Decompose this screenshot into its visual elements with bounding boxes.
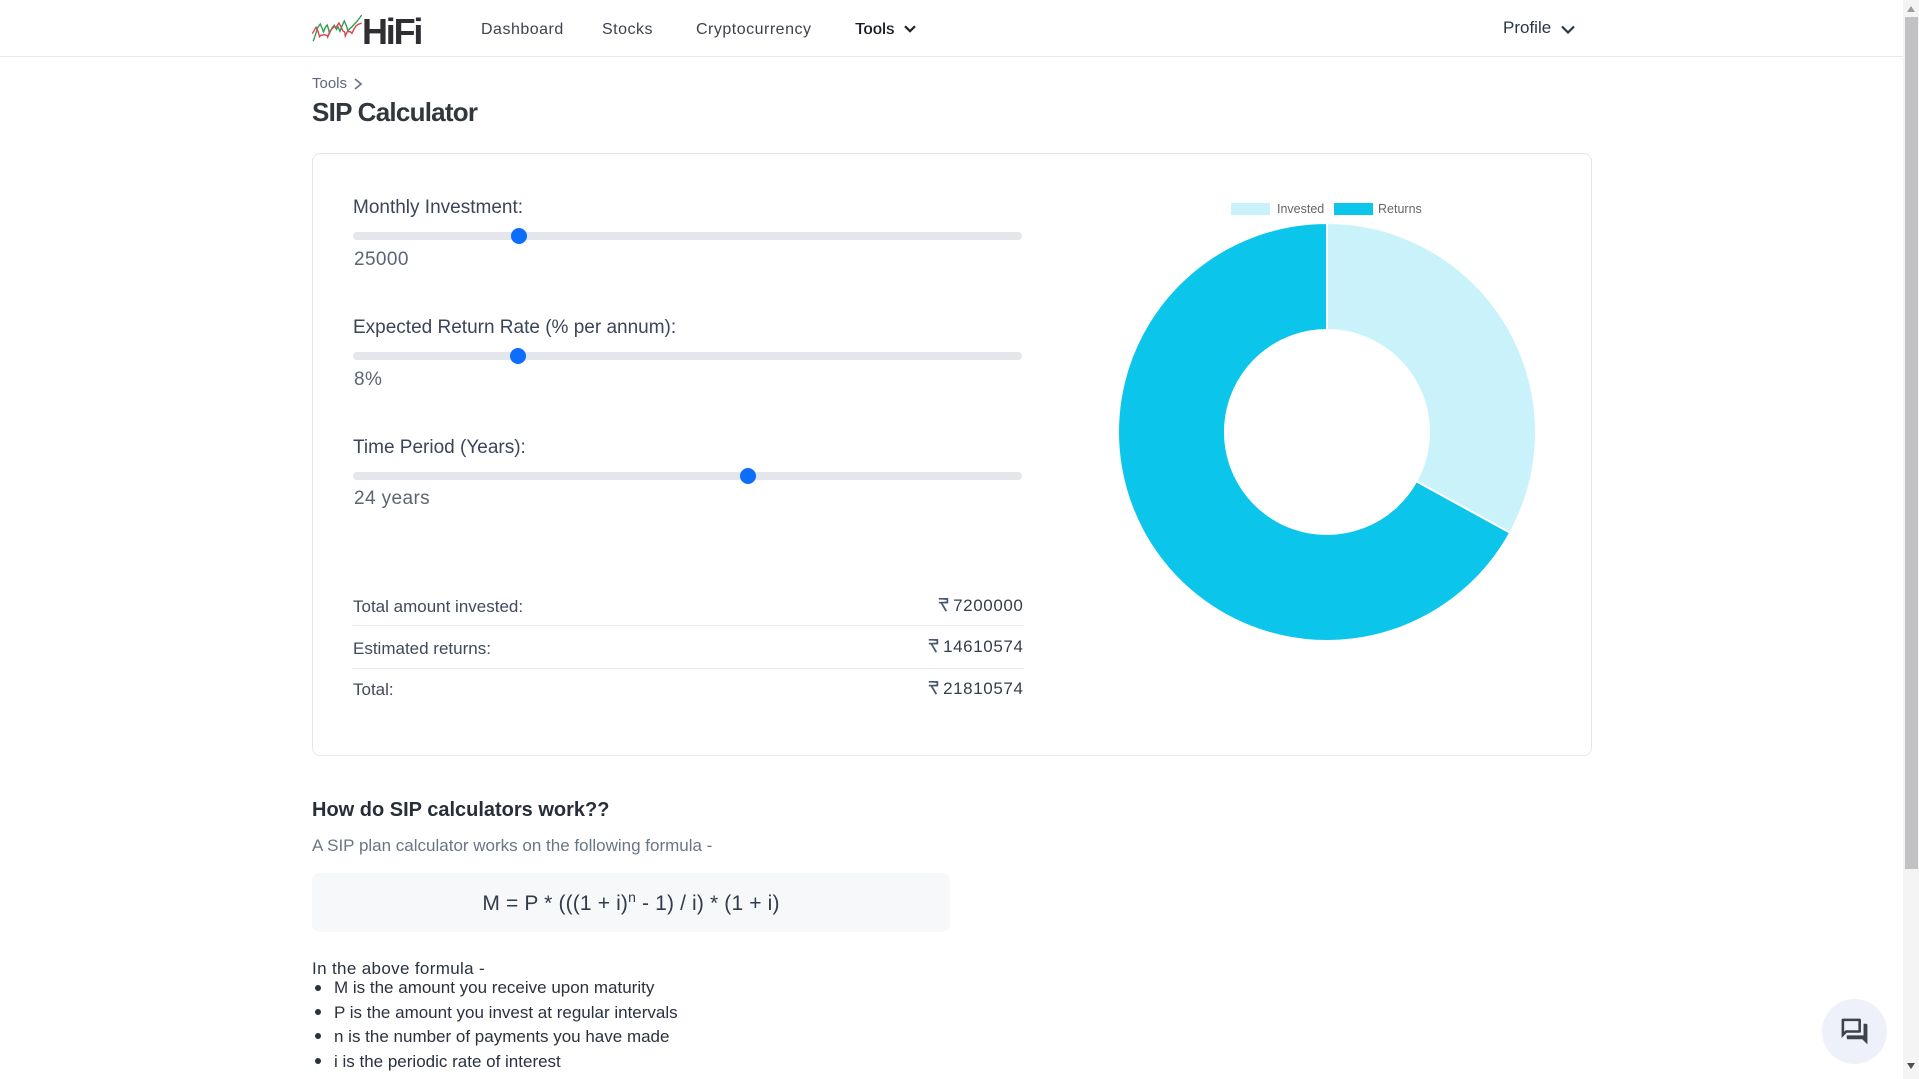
svg-text:Invested: Invested bbox=[1277, 202, 1324, 216]
svg-text:Returns: Returns bbox=[1378, 202, 1422, 216]
